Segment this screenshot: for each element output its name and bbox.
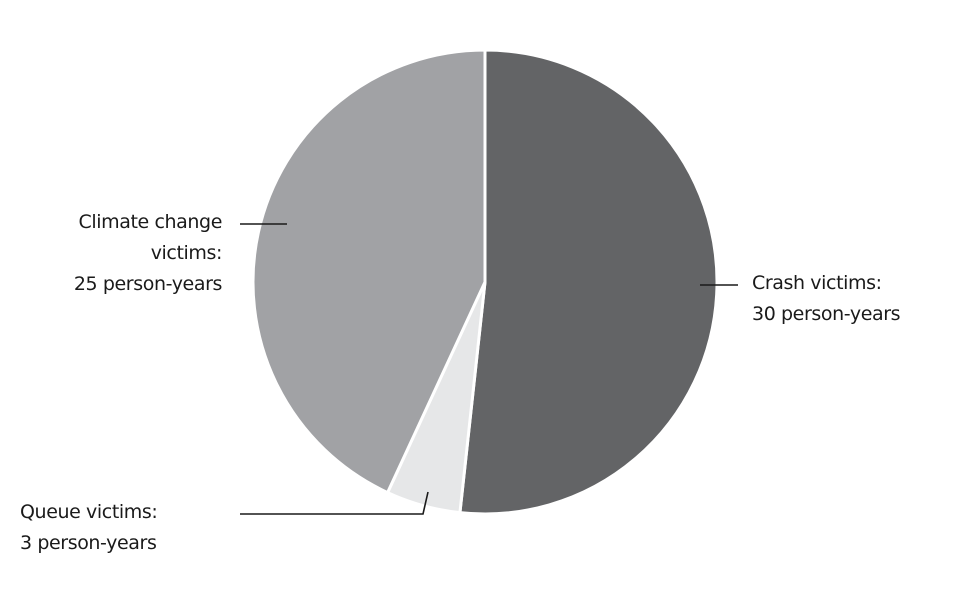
label-climate-line3: 25 person-years xyxy=(73,273,223,295)
label-climate-line2: victims: xyxy=(150,242,223,264)
leader-line-queue xyxy=(240,491,429,515)
label-queue-line2: 3 person-years xyxy=(20,532,157,554)
pie-slice-climate-change-victims xyxy=(251,48,487,495)
leader-lines xyxy=(240,223,738,515)
pie-slice-crash-victims xyxy=(458,48,719,516)
label-crash-line2: 30 person-years xyxy=(752,303,901,325)
label-climate-change-victims: Climate change victims: 25 person-years xyxy=(20,207,223,300)
label-queue-victims: Queue victims: 3 person-years xyxy=(20,497,222,559)
label-queue-line1: Queue victims: xyxy=(20,501,158,523)
pie-slices xyxy=(251,48,719,516)
label-crash-line1: Crash victims: xyxy=(752,272,882,294)
label-crash-victims: Crash victims: 30 person-years xyxy=(752,268,952,330)
label-climate-line1: Climate change xyxy=(78,211,223,233)
